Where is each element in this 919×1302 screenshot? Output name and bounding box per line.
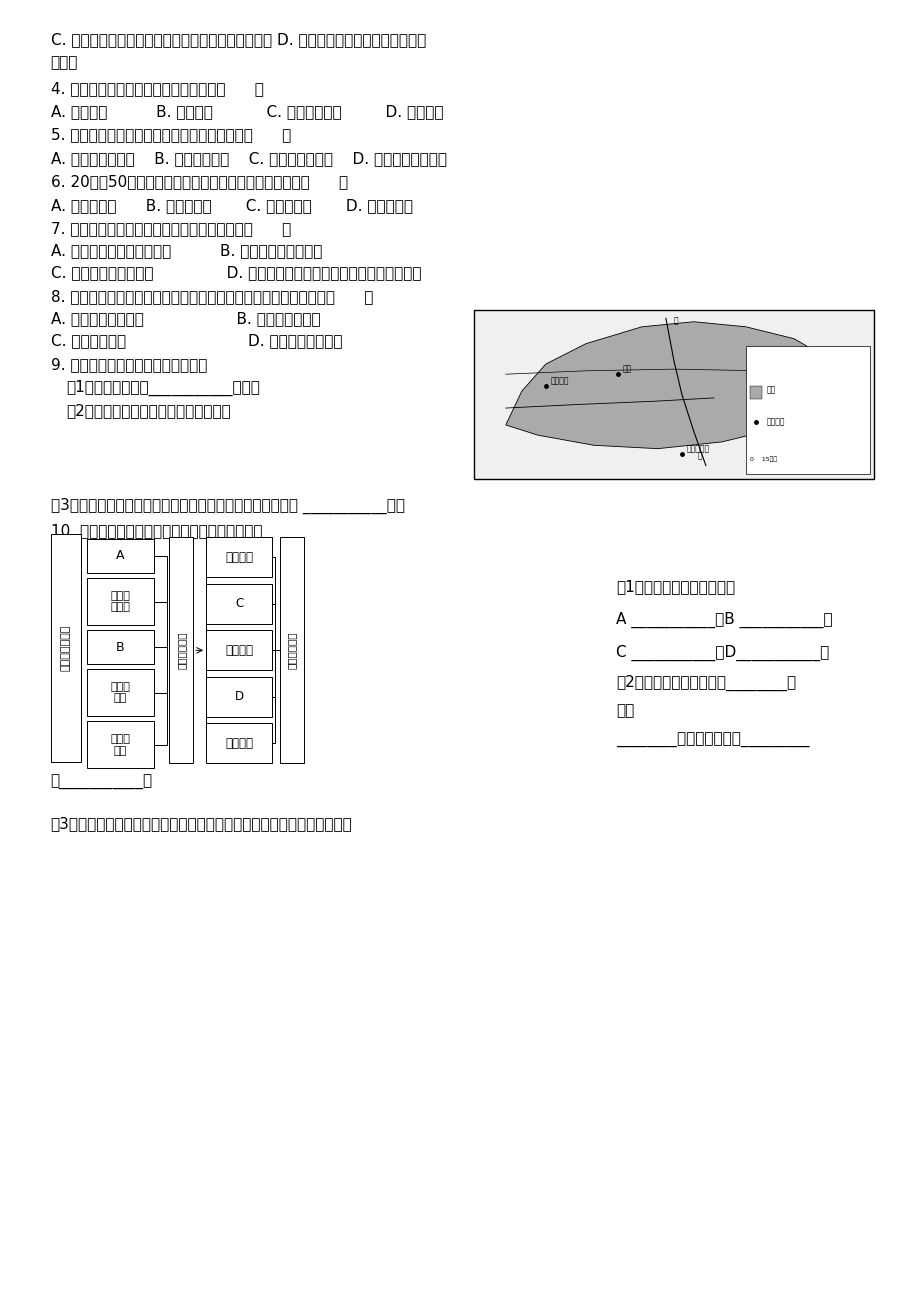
Text: 莱: 莱 bbox=[674, 316, 678, 326]
Text: 钉铁工业: 钉铁工业 bbox=[766, 418, 784, 427]
Text: 外调入: 外调入 bbox=[51, 55, 78, 70]
Text: 埃森: 埃森 bbox=[622, 365, 631, 374]
Text: B: B bbox=[116, 641, 125, 654]
Text: A ___________，B ___________，: A ___________，B ___________， bbox=[616, 612, 832, 628]
FancyBboxPatch shape bbox=[745, 346, 869, 474]
FancyBboxPatch shape bbox=[87, 669, 153, 716]
Text: D: D bbox=[234, 690, 244, 703]
Text: 多特蒙德: 多特蒙德 bbox=[758, 348, 777, 357]
Text: 优越的区位条件: 优越的区位条件 bbox=[61, 625, 71, 671]
Text: 4. 下列工业部门中，不属于鲁尔区的是（      ）: 4. 下列工业部门中，不属于鲁尔区的是（ ） bbox=[51, 81, 263, 96]
FancyBboxPatch shape bbox=[51, 534, 81, 762]
FancyBboxPatch shape bbox=[206, 583, 272, 624]
Text: 少，: 少， bbox=[616, 703, 634, 719]
Text: C. 有优美的环境                         D. 有充足的淡水资源: C. 有优美的环境 D. 有充足的淡水资源 bbox=[51, 333, 342, 349]
Text: （2）现代鲁尔区传统工业________减: （2）现代鲁尔区传统工业________减 bbox=[616, 674, 796, 690]
Text: 就近输
入铁矿: 就近输 入铁矿 bbox=[110, 591, 130, 612]
Text: 9. 读右面工业区图，回答下列问题：: 9. 读右面工业区图，回答下列问题： bbox=[51, 357, 207, 372]
FancyBboxPatch shape bbox=[206, 538, 272, 577]
Text: （3）我国的四大工业基地（辽中南、京津唐、沪宁杭、珠江三角洲）中，: （3）我国的四大工业基地（辽中南、京津唐、沪宁杭、珠江三角洲）中， bbox=[51, 816, 352, 832]
Text: 化学工业: 化学工业 bbox=[225, 737, 253, 750]
Text: 7. 鲁尔区为吸引新兴企业落户，采取的措施有（      ）: 7. 鲁尔区为吸引新兴企业落户，采取的措施有（ ） bbox=[51, 221, 290, 237]
Text: C ___________，D___________。: C ___________，D___________。 bbox=[616, 644, 829, 660]
Text: C. 位置处于沿海，偏居东部，不利于与中部地区往来 D. 煤炭、矿产不足，需要大量从区: C. 位置处于沿海，偏居东部，不利于与中部地区往来 D. 煤炭、矿产不足，需要大… bbox=[51, 33, 425, 48]
FancyBboxPatch shape bbox=[169, 538, 193, 763]
Text: 河: 河 bbox=[698, 452, 702, 461]
Text: 0    15千米: 0 15千米 bbox=[749, 457, 776, 462]
Text: 杜伊斯堡: 杜伊斯堡 bbox=[550, 376, 568, 385]
Text: （2）该工业区发展的优越区位条件是：: （2）该工业区发展的优越区位条件是： bbox=[66, 404, 231, 419]
FancyBboxPatch shape bbox=[206, 630, 272, 671]
Text: A. 汉堡、法兰克福    B. 波恩、慕尼黑    C. 杜伊斯堡、埃森    D. 斯图加特、鹿特丹: A. 汉堡、法兰克福 B. 波恩、慕尼黑 C. 杜伊斯堡、埃森 D. 斯图加特、… bbox=[51, 151, 446, 167]
Text: 10. 读「鲁尔区工业发展框图」，回答下列问题：: 10. 读「鲁尔区工业发展框图」，回答下列问题： bbox=[51, 523, 262, 539]
Text: C: C bbox=[235, 598, 243, 611]
Polygon shape bbox=[505, 322, 834, 449]
Text: A. 钉铁工业          B. 电力工业           C. 机械制造工业         D. 石油工业: A. 钉铁工业 B. 电力工业 C. 机械制造工业 D. 石油工业 bbox=[51, 104, 443, 120]
Text: A. 有丰富的煤铁资源                   B. 充足的能源供应: A. 有丰富的煤铁资源 B. 充足的能源供应 bbox=[51, 311, 320, 327]
FancyBboxPatch shape bbox=[206, 724, 272, 763]
Text: 广阔的
市场: 广阔的 市场 bbox=[110, 734, 130, 755]
FancyBboxPatch shape bbox=[87, 721, 153, 768]
Text: 传统工业部门: 传统工业部门 bbox=[176, 631, 186, 669]
Text: 6. 20世畆50年代以来，鲁尔区衰落最明显的工业部门是（      ）: 6. 20世畆50年代以来，鲁尔区衰落最明显的工业部门是（ ） bbox=[51, 174, 347, 190]
Text: （3）与该工业区同属第二次工业革命以后兴起的工业区还有 ___________等。: （3）与该工业区同属第二次工业革命以后兴起的工业区还有 ___________等… bbox=[51, 497, 404, 513]
Text: C. 减小钉铁企业的规模               D. 充分发挥传统产业的优势，强化其基础地位: C. 减小钉铁企业的规模 D. 充分发挥传统产业的优势，强化其基础地位 bbox=[51, 266, 421, 281]
FancyBboxPatch shape bbox=[279, 538, 303, 763]
Text: 杜塞尔多夫: 杜塞尔多夫 bbox=[686, 444, 709, 453]
Text: 煎田: 煎田 bbox=[766, 385, 775, 395]
Text: 丰富的
水源: 丰富的 水源 bbox=[110, 682, 130, 703]
Text: 煎炭工业: 煎炭工业 bbox=[225, 551, 253, 564]
Text: A: A bbox=[116, 549, 125, 562]
Text: A. 纵织、钉铁      B. 钉铁、煤炭       C. 机械、煤炭       D. 钉铁、电力: A. 纵织、钉铁 B. 钉铁、煤炭 C. 机械、煤炭 D. 钉铁、电力 bbox=[51, 198, 412, 214]
Text: （1）写出图中字母的含义：: （1）写出图中字母的含义： bbox=[616, 579, 734, 595]
Text: 5. 下列城市，属于鲁尔区内重要工业中心的是（      ）: 5. 下列城市，属于鲁尔区内重要工业中心的是（ ） bbox=[51, 128, 290, 143]
FancyBboxPatch shape bbox=[87, 539, 153, 573]
FancyBboxPatch shape bbox=[749, 385, 762, 398]
Text: ________扩大，积极发展_________: ________扩大，积极发展_________ bbox=[616, 733, 809, 749]
FancyBboxPatch shape bbox=[206, 677, 272, 717]
FancyBboxPatch shape bbox=[87, 630, 153, 664]
Text: 和___________。: 和___________。 bbox=[51, 775, 153, 790]
Text: A. 强化煤炭作为能源的地位          B. 消除污染，改善环境: A. 强化煤炭作为能源的地位 B. 消除污染，改善环境 bbox=[51, 243, 322, 259]
FancyBboxPatch shape bbox=[87, 578, 153, 625]
Text: 8. 我国东北老工业基地与德国鲁尔区比较，具有的共同优势条件是（      ）: 8. 我国东北老工业基地与德国鲁尔区比较，具有的共同优势条件是（ ） bbox=[51, 289, 372, 305]
FancyBboxPatch shape bbox=[473, 310, 873, 479]
Text: 传统工业改造: 传统工业改造 bbox=[287, 631, 296, 669]
Text: （1）该工业区位于___________国家。: （1）该工业区位于___________国家。 bbox=[66, 380, 260, 396]
Text: 电力工业: 电力工业 bbox=[225, 644, 253, 656]
